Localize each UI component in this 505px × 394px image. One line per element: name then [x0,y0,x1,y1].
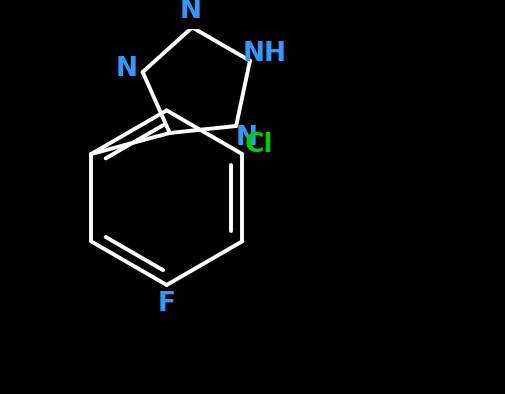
Text: N: N [116,56,138,82]
Text: N: N [236,125,258,151]
Text: NH: NH [242,41,286,67]
Text: F: F [158,291,176,317]
Text: Cl: Cl [244,132,273,158]
Text: N: N [180,0,201,24]
